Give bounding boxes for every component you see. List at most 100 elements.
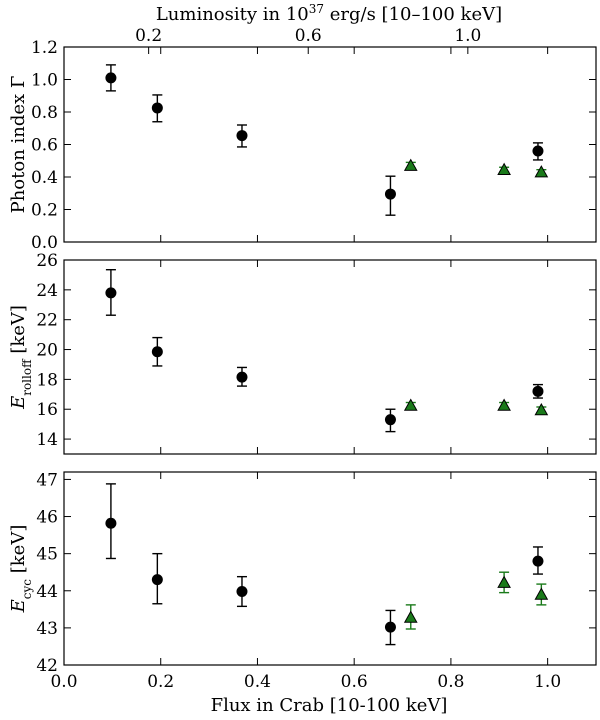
triangle-marker [534, 402, 549, 416]
panel-e-cyc: 42 43 44 45 46 47 Ecyc [keV] 0.0 0.2 0.4 0.6 0.8 1.0 [8, 470, 597, 692]
y-tick-label: 14 [36, 430, 58, 450]
data-point-circles [384, 609, 396, 646]
triangle-marker [403, 398, 418, 411]
data-point-triangles [534, 165, 549, 178]
data-point-circles [151, 336, 163, 367]
triangle-marker [497, 575, 511, 588]
top-axis-label-main: Luminosity in 10 [156, 4, 309, 25]
y-tick-label: 0.8 [31, 103, 58, 123]
y-tick-label: 42 [36, 656, 58, 676]
triangle-marker [534, 587, 549, 600]
top-axis-label: Luminosity in 1037 erg/s [10–100 keV] [156, 2, 502, 25]
circle-marker [384, 621, 396, 633]
y-tick-label: 47 [36, 470, 58, 490]
data-point-circles [105, 483, 117, 560]
y-axis-label-subscript: rolloff [20, 358, 34, 396]
y-tick-label: 24 [36, 281, 58, 301]
data-point-circles [384, 408, 396, 433]
top-axis-tick-label: 0.2 [135, 26, 162, 46]
panel-e-rolloff: 14 16 18 20 22 24 26 Erolloff [keV] [8, 251, 597, 455]
data-point-circles [236, 366, 248, 387]
data-point-circles [151, 552, 163, 605]
y-tick-label: 16 [36, 400, 58, 420]
y-tick-label: 0.2 [31, 201, 58, 221]
y-axis-label-symbol: E [8, 396, 29, 410]
top-axis-tick-label: 1.0 [454, 26, 481, 46]
circle-marker [532, 145, 544, 157]
triangle-marker [403, 158, 418, 171]
data-point-triangles [403, 604, 418, 630]
data-point-triangles [403, 398, 418, 411]
y-tick-label: 18 [36, 370, 58, 390]
data-point-circles [105, 269, 117, 316]
circle-marker [532, 555, 544, 567]
circle-marker [236, 130, 248, 142]
data-point-triangles [497, 398, 511, 411]
circle-marker [151, 574, 163, 586]
panel-frame [63, 471, 597, 666]
circle-marker [236, 371, 248, 383]
y-tick-label: 20 [36, 341, 58, 361]
data-point-circles [236, 575, 248, 608]
triangle-marker [403, 610, 418, 623]
y-tick-label: 0.6 [31, 136, 58, 156]
data-point-circles [151, 94, 163, 123]
y-tick-label: 43 [36, 619, 58, 639]
top-axis-label-exponent: 37 [309, 2, 324, 16]
x-tick-label: 0.6 [341, 672, 368, 692]
top-axis-label-unit: erg/s [10–100 keV] [324, 4, 502, 25]
x-tick-label: 0.2 [147, 672, 174, 692]
data-point-circles [105, 64, 117, 92]
y-axis-label: Ecyc [keV] [8, 525, 34, 614]
y-tick-label: 0.0 [31, 233, 58, 253]
y-tick-label: 1.2 [31, 38, 58, 58]
y-axis-label-symbol: E [8, 599, 29, 613]
y-axis-label-text: Photon index Γ [8, 76, 29, 214]
circle-marker [151, 346, 163, 358]
top-axis-tick-label: 0.6 [295, 26, 322, 46]
y-tick-label: 1.0 [31, 71, 58, 91]
y-axis-label-unit: [keV] [8, 525, 29, 579]
circle-marker [151, 102, 163, 114]
y-tick-label: 22 [36, 311, 58, 331]
panel-frame [63, 46, 597, 243]
circle-marker [384, 414, 396, 426]
data-point-triangles [403, 158, 418, 171]
y-tick-label: 45 [36, 545, 58, 565]
x-tick-label: 0.4 [244, 672, 271, 692]
y-axis-label-subscript: cyc [20, 579, 34, 600]
circle-marker [384, 188, 396, 200]
circle-marker [236, 586, 248, 598]
data-point-triangles [534, 583, 549, 606]
x-tick-label: 0.8 [437, 672, 464, 692]
circle-marker [105, 287, 117, 299]
y-tick-label: 26 [36, 251, 58, 271]
x-tick-label: 0.0 [50, 672, 77, 692]
data-point-triangles [497, 571, 511, 594]
triangle-marker [497, 162, 511, 175]
data-point-circles [384, 175, 396, 216]
circle-marker [105, 72, 117, 84]
y-axis-label: Erolloff [keV] [8, 305, 34, 410]
circle-marker [105, 517, 117, 529]
x-tick-label: 1.0 [534, 672, 561, 692]
y-tick-label: 44 [36, 582, 58, 602]
y-axis-label: Photon index Γ [8, 76, 29, 214]
data-point-triangles [534, 402, 549, 416]
data-point-circles [532, 383, 544, 399]
y-tick-label: 0.4 [31, 168, 58, 188]
triangle-marker [534, 165, 549, 178]
circle-marker [532, 385, 544, 397]
y-axis-label-unit: [keV] [8, 305, 29, 359]
data-point-triangles [497, 162, 511, 175]
x-axis-label: Flux in Crab [10-100 keV] [211, 695, 448, 716]
data-point-circles [532, 546, 544, 575]
data-point-circles [532, 142, 544, 161]
triangle-marker [497, 398, 511, 411]
data-point-circles [236, 124, 248, 148]
panel-frame [63, 259, 597, 455]
y-tick-label: 46 [36, 508, 58, 528]
